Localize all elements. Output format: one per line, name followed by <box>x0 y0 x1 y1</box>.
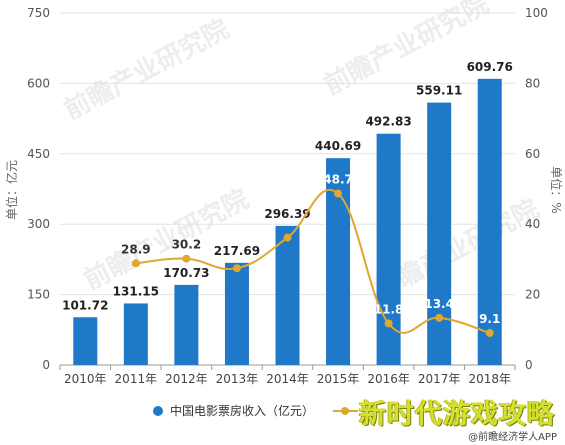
bar <box>275 225 300 365</box>
bar-value-label: 609.76 <box>467 60 513 74</box>
x-tick-label: 2016年 <box>367 372 410 386</box>
bar-value-label: 101.72 <box>62 298 108 312</box>
y2-tick-label: 100 <box>525 6 548 20</box>
x-tick-label: 2017年 <box>418 372 461 386</box>
y-tick-label: 450 <box>27 147 50 161</box>
overlay-caption: 新时代游戏攻略 <box>359 399 555 430</box>
bar-value-label: 217.69 <box>214 244 260 258</box>
legend: 中国电影票房收入（亿元） <box>153 403 358 418</box>
legend-bar-label: 中国电影票房收入（亿元） <box>170 403 314 418</box>
bar-series: 101.72 131.15 170.73 217.69 296.39 440.69 492.… <box>62 60 513 366</box>
bar <box>123 303 148 365</box>
line-point <box>232 264 241 273</box>
y-tick-label: 750 <box>27 6 50 20</box>
y-tick-label: 150 <box>27 288 50 302</box>
x-tick-label: 2014年 <box>266 372 309 386</box>
line-point <box>485 328 494 337</box>
y-axis-label: 单位：亿元 <box>4 160 19 220</box>
line-value-label: 28.9 <box>121 242 151 256</box>
bar-value-label: 559.11 <box>416 84 462 98</box>
line-point <box>334 189 343 198</box>
x-tick-label: 2012年 <box>165 372 208 386</box>
bar <box>427 102 452 366</box>
watermark-text: 前瞻产业研究院 <box>319 0 494 101</box>
line-point <box>384 319 393 328</box>
bar-value-label: 296.39 <box>264 207 310 221</box>
y2-tick-label: 40 <box>525 217 540 231</box>
y-tick-label: 0 <box>42 358 50 372</box>
y2-axis-label: 单位：% <box>549 166 564 213</box>
legend-line-marker <box>341 407 349 415</box>
legend-bar-marker <box>153 406 163 416</box>
line-point <box>283 233 292 242</box>
growth-line <box>135 189 491 334</box>
bar <box>174 284 199 365</box>
line-series: 28.9 30.2 48.7 11.8 13.4 9.1 <box>121 173 500 337</box>
line-point <box>131 259 140 268</box>
x-tick-label: 2018年 <box>468 372 511 386</box>
source-credit: @前瞻经济学人APP <box>468 432 557 443</box>
bar-value-label: 440.69 <box>315 139 361 153</box>
y-tick-label: 600 <box>27 76 50 90</box>
y2-tick-label: 0 <box>525 358 533 372</box>
bar <box>73 317 98 365</box>
y-tick-label: 300 <box>27 217 50 231</box>
bar-value-label: 492.83 <box>365 115 411 129</box>
line-value-label: 9.1 <box>479 312 500 326</box>
bar <box>224 262 249 365</box>
bar <box>477 78 502 365</box>
x-tick-label: 2011年 <box>115 372 158 386</box>
y2-tick-label: 20 <box>525 288 540 302</box>
line-value-label: 48.7 <box>323 173 353 187</box>
x-tick-label: 2010年 <box>64 372 107 386</box>
line-value-label: 30.2 <box>172 238 202 252</box>
line-value-label: 11.8 <box>374 302 404 316</box>
y2-tick-label: 80 <box>525 76 540 90</box>
x-tick-label: 2015年 <box>317 372 360 386</box>
y2-tick-label: 60 <box>525 147 540 161</box>
watermark-text: 前瞻产业研究院 <box>59 13 234 126</box>
x-tick-label: 2013年 <box>216 372 259 386</box>
line-value-label: 13.4 <box>424 297 454 311</box>
bar-value-label: 170.73 <box>163 266 209 280</box>
line-point <box>435 313 444 322</box>
bar-value-label: 131.15 <box>113 284 159 298</box>
line-point <box>182 254 191 263</box>
